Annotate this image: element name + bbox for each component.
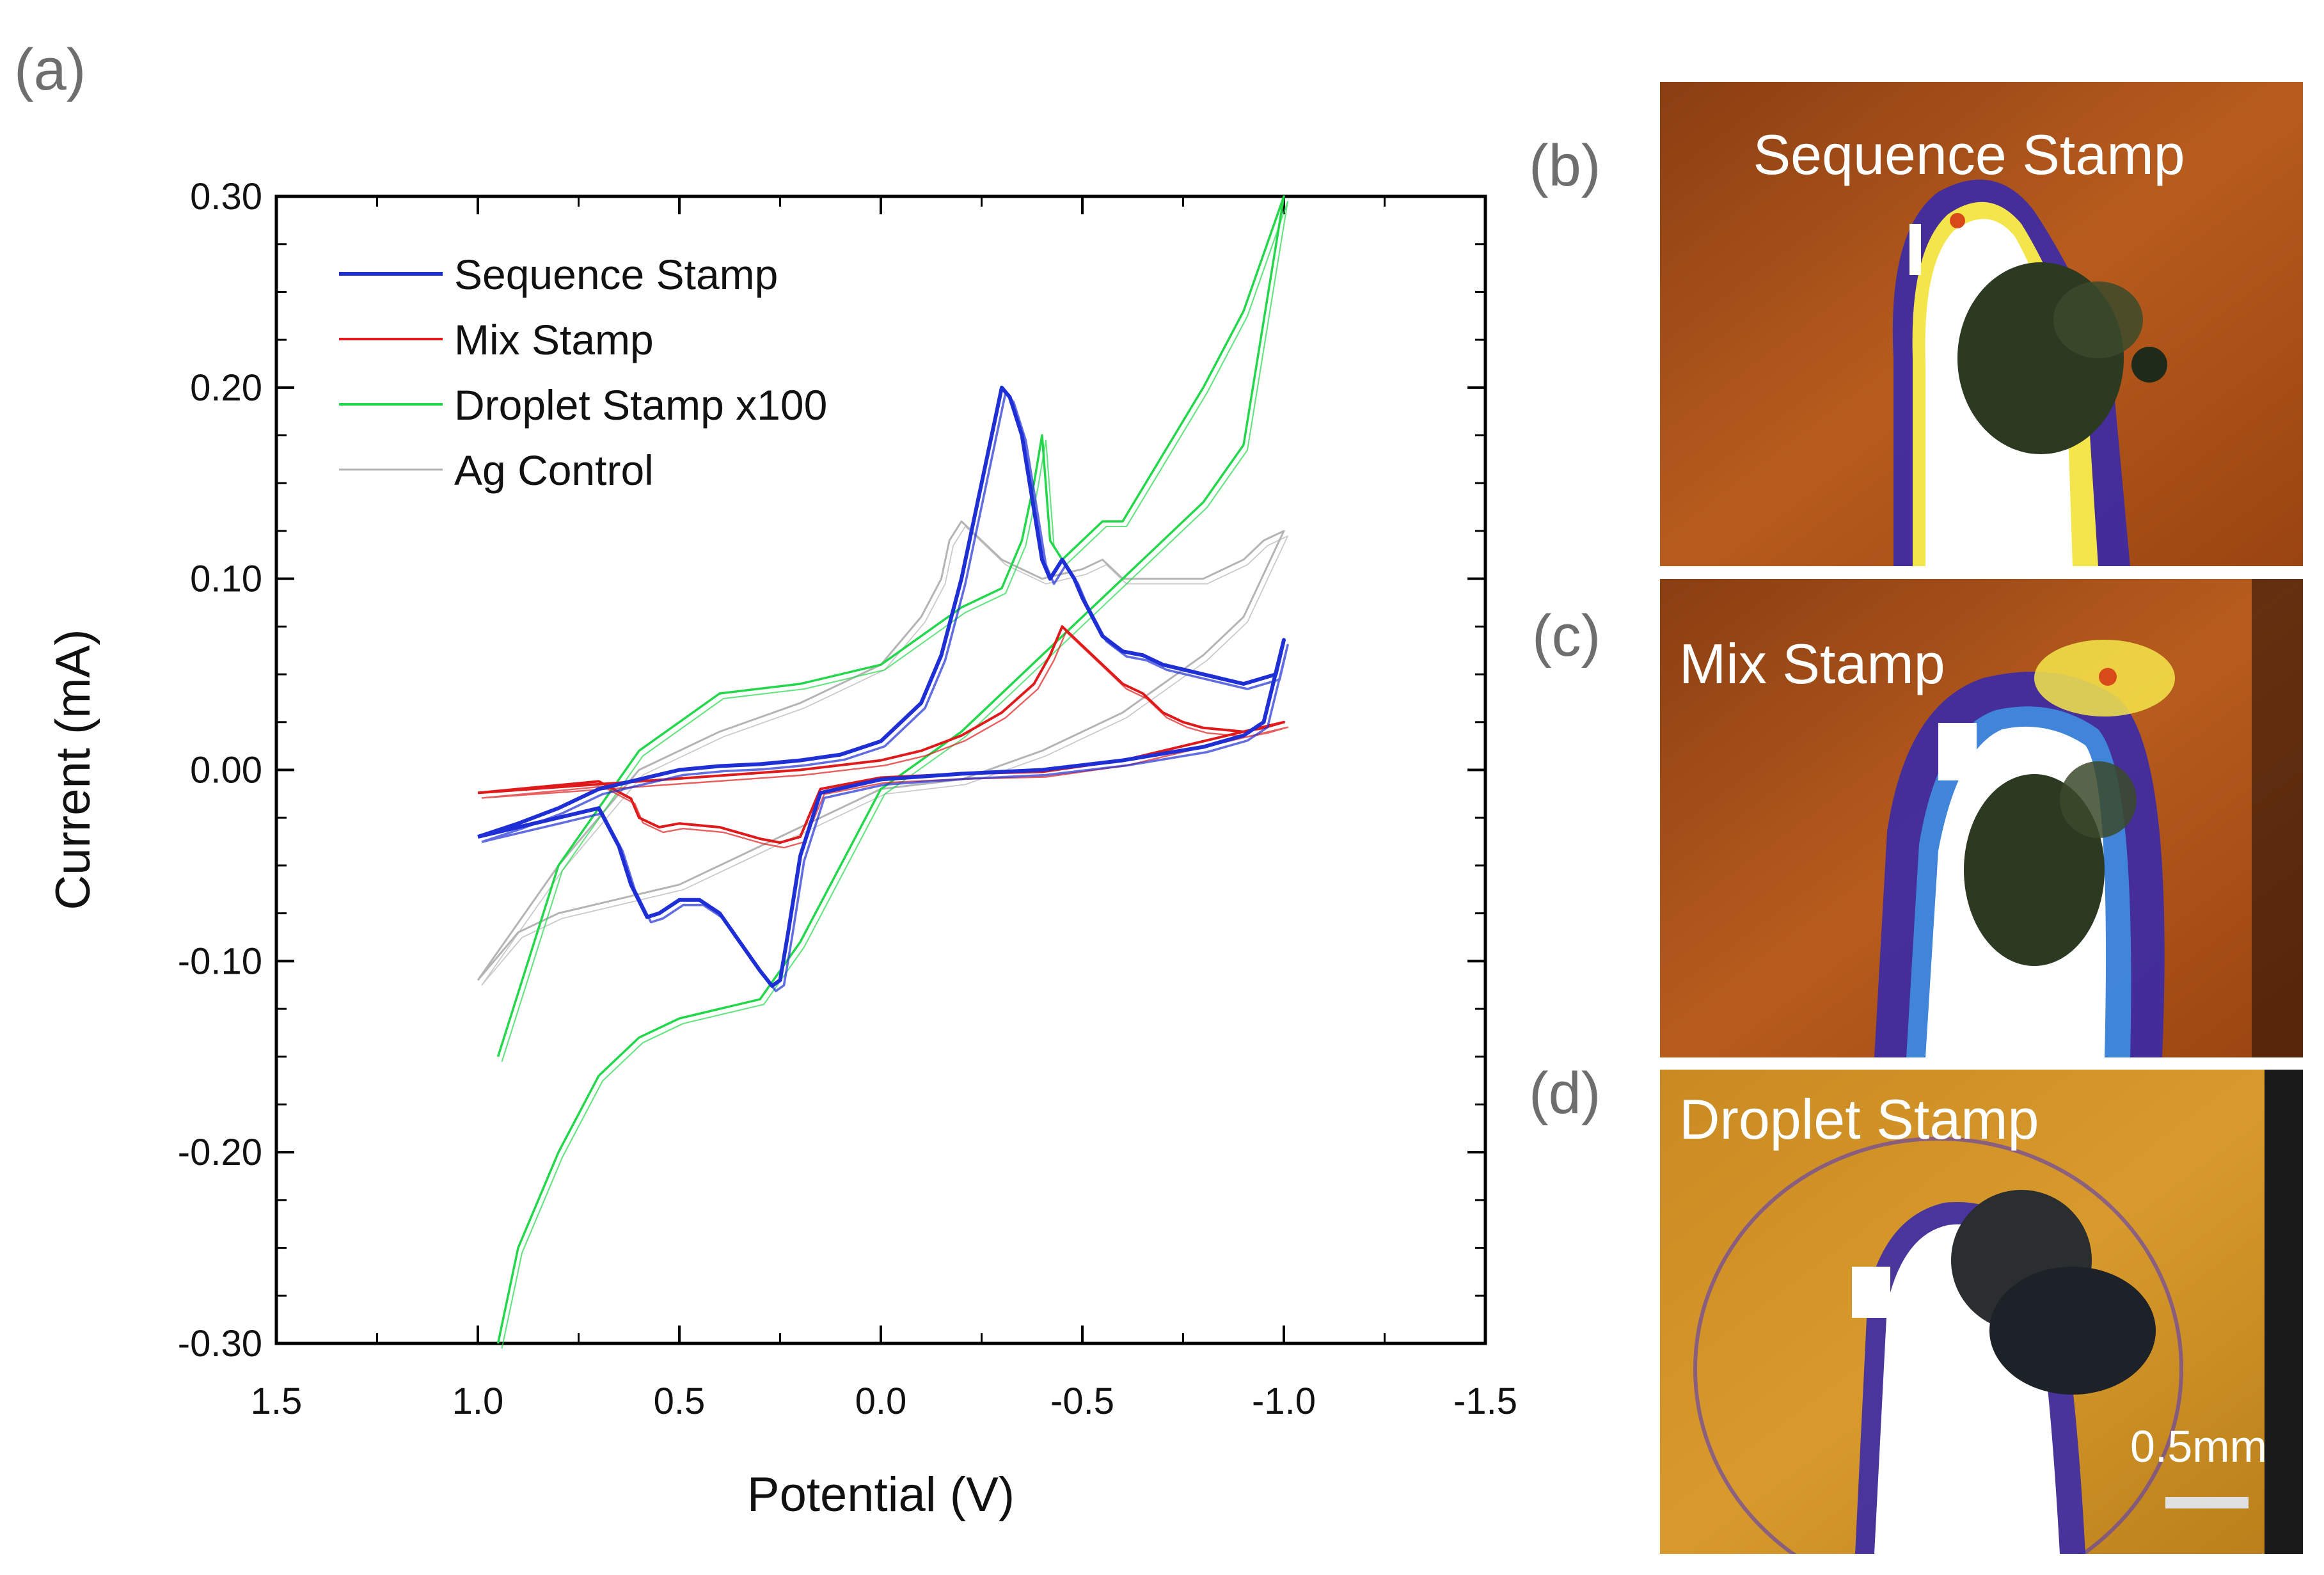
photo-title-mix-stamp: Mix Stamp — [1679, 632, 1945, 695]
series-ag-control — [477, 520, 1288, 986]
x-tick-label: 0.5 — [654, 1381, 706, 1422]
x-tick-label: 0.0 — [855, 1381, 907, 1422]
legend: Sequence Stamp Mix Stamp Droplet Stamp x… — [339, 251, 827, 494]
y-tick-label: 0.20 — [190, 367, 262, 409]
legend-label-mix-stamp: Mix Stamp — [454, 316, 654, 363]
y-tick-label: -0.10 — [178, 940, 262, 982]
axis-ticks — [275, 195, 1487, 1345]
series-line-droplet-stamp-x100 — [496, 195, 1285, 1344]
series-line-ag-control — [477, 520, 1285, 981]
x-tick-label: 1.0 — [452, 1381, 504, 1422]
cv-chart: 1.5 1.0 0.5 0.0 -0.5 -1.0 -1.5 0.30 0.20 0.10 0.00… — [46, 176, 1517, 1522]
data-traces — [477, 195, 1289, 1349]
series-mix-stamp — [477, 625, 1289, 849]
panel-label-a: (a) — [14, 37, 86, 102]
legend-label-ag-control: Ag Control — [454, 447, 654, 494]
scale-bar-label: 0.5mm — [2130, 1421, 2267, 1471]
x-tick-label: -1.0 — [1252, 1381, 1316, 1422]
series-line-mix-stamp — [477, 625, 1285, 844]
y-tick-label: 0.10 — [190, 558, 262, 600]
y-tick-label: 0.30 — [190, 176, 262, 218]
series-line-cycle2-droplet-stamp-x100 — [501, 200, 1289, 1349]
series-droplet-stamp-x100 — [496, 195, 1289, 1349]
panel-label-c: (c) — [1532, 603, 1601, 669]
x-axis-title: Potential (V) — [747, 1468, 1015, 1522]
photo-sequence-stamp: Sequence Stamp — [1660, 82, 2303, 566]
x-tick-label: 1.5 — [251, 1381, 303, 1422]
series-line-cycle2-mix-stamp — [481, 631, 1289, 849]
legend-label-sequence-stamp: Sequence Stamp — [454, 251, 778, 298]
y-tick-label: -0.20 — [178, 1132, 262, 1173]
x-tick-label: -1.5 — [1453, 1381, 1517, 1422]
series-line-sequence-stamp — [477, 385, 1286, 988]
photo-mix-stamp: Mix Stamp — [1660, 579, 2303, 1057]
series-line-cycle2-ag-control — [481, 526, 1288, 986]
y-axis-title: Current (mA) — [46, 629, 100, 910]
legend-label-droplet-stamp: Droplet Stamp x100 — [454, 381, 827, 429]
y-tick-label: -0.30 — [178, 1323, 262, 1365]
series-sequence-stamp — [477, 385, 1289, 992]
x-tick-label: -0.5 — [1050, 1381, 1114, 1422]
photo-title-droplet-stamp: Droplet Stamp — [1679, 1088, 2039, 1151]
panel-label-d: (d) — [1529, 1061, 1601, 1126]
photo-droplet-stamp: Droplet Stamp 0.5mm — [1660, 1070, 2303, 1554]
y-tick-label: 0.00 — [190, 750, 262, 791]
photo-title-sequence-stamp: Sequence Stamp — [1753, 123, 2185, 186]
series-line-cycle2-sequence-stamp — [481, 391, 1289, 992]
plot-frame — [274, 194, 1487, 1345]
tick-labels: 1.5 1.0 0.5 0.0 -0.5 -1.0 -1.5 0.30 0.20 0.10 0.00… — [178, 176, 1517, 1422]
scale-bar — [2165, 1497, 2249, 1508]
panel-label-b: (b) — [1529, 133, 1601, 198]
